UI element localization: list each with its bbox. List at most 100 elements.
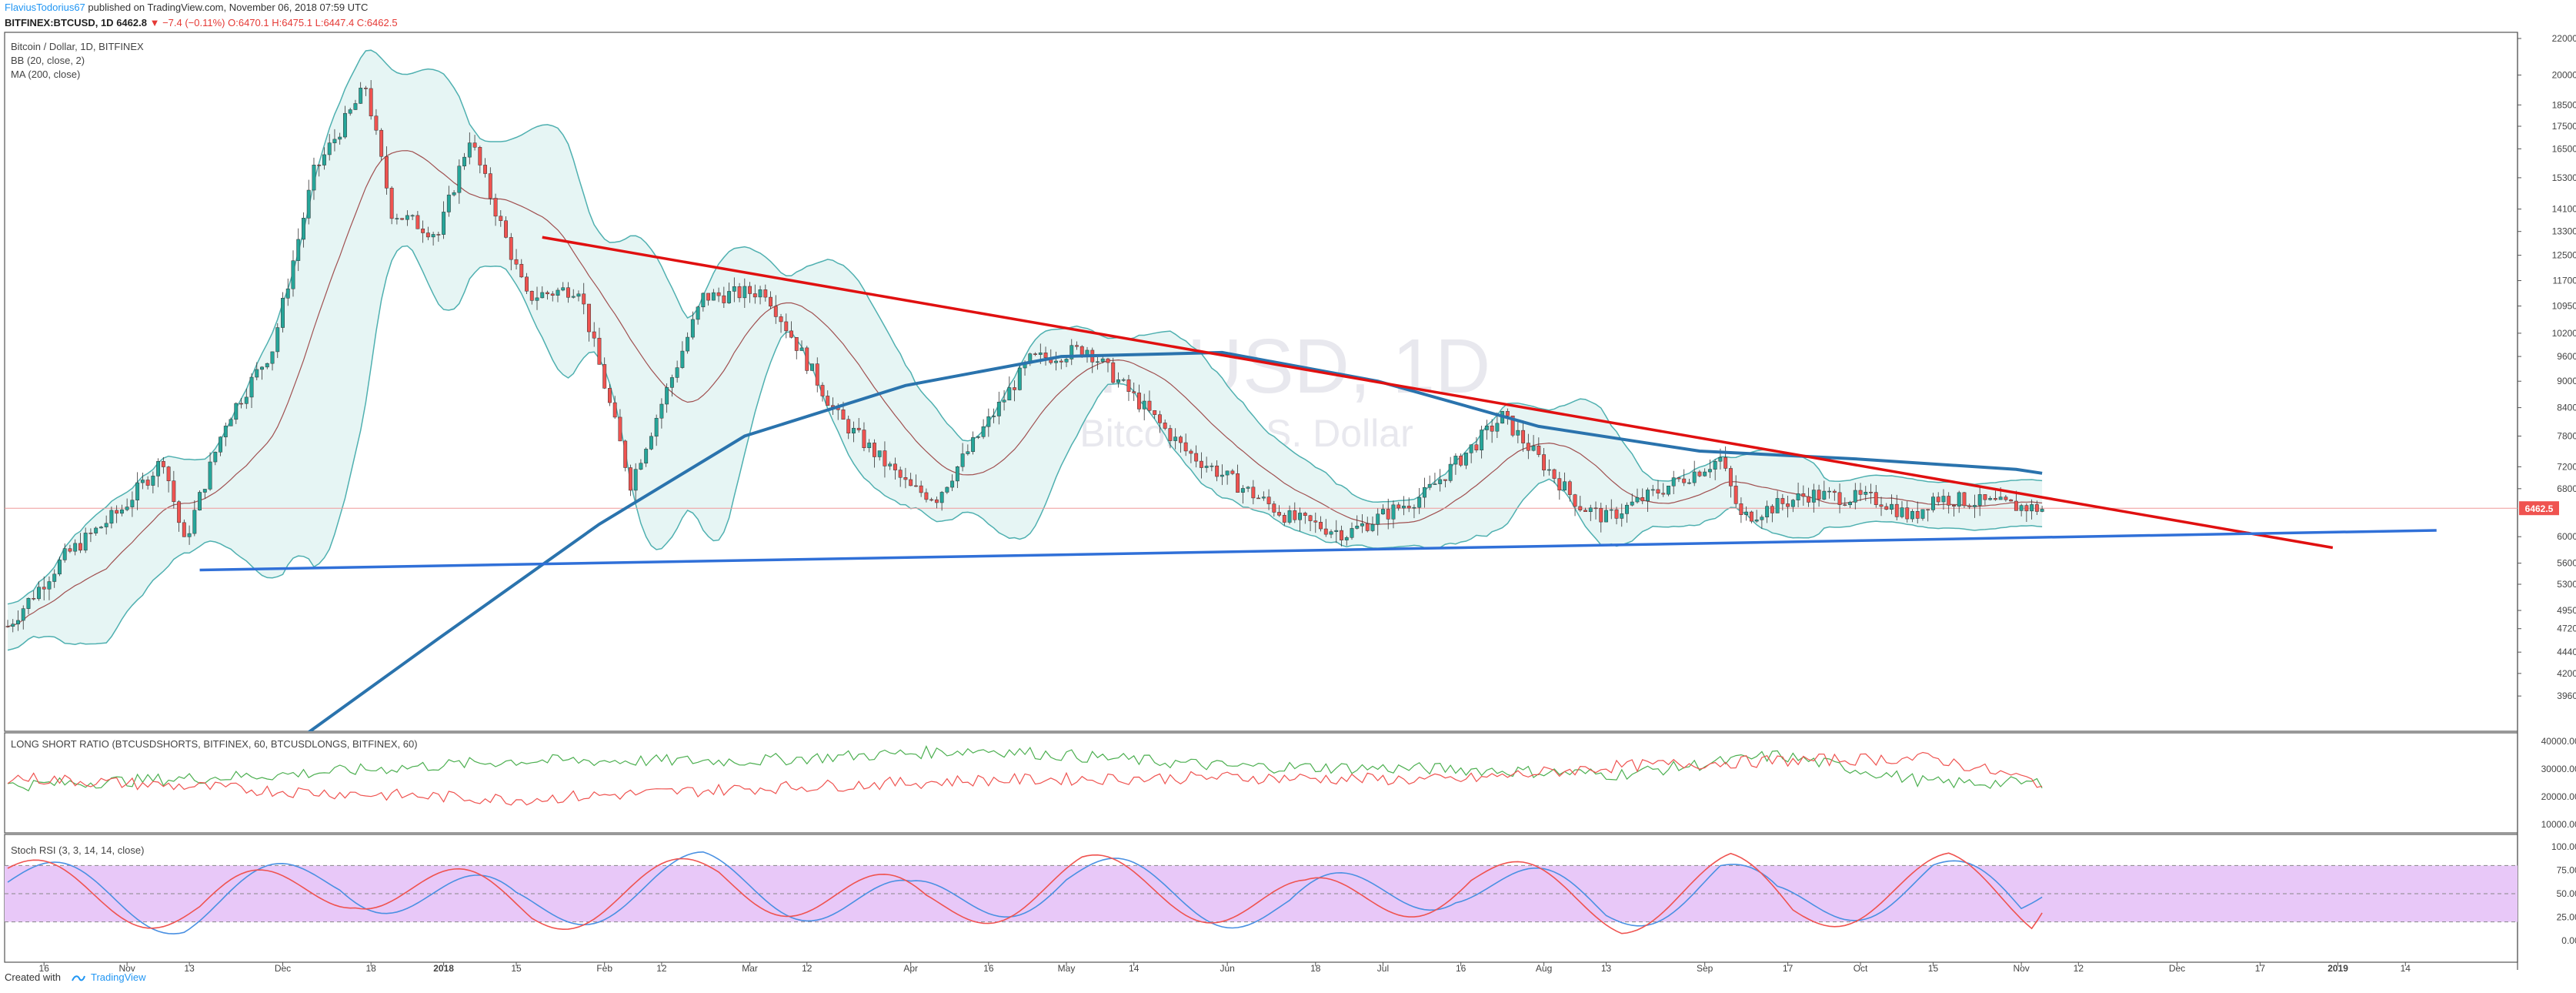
candle — [98, 527, 103, 529]
candle — [799, 347, 804, 351]
candle — [285, 288, 290, 299]
time-tick-label: 2019 — [2327, 963, 2348, 974]
candle — [1406, 506, 1411, 509]
candle — [400, 218, 405, 220]
candle — [1563, 481, 1567, 491]
candle — [1900, 507, 1904, 517]
candle — [312, 165, 316, 191]
candle — [198, 492, 202, 511]
candle — [550, 293, 555, 296]
candle — [623, 440, 628, 468]
price-tick-label: 7800.0 — [2557, 431, 2576, 442]
candle — [888, 463, 893, 466]
price-tick-label: 17500.0 — [2552, 121, 2576, 132]
candle — [1510, 416, 1515, 436]
candle — [1728, 468, 1733, 486]
candle — [1884, 506, 1889, 510]
candle — [566, 287, 570, 298]
candle — [1402, 506, 1406, 509]
candle — [353, 103, 358, 110]
candle — [1340, 530, 1343, 540]
candle — [1817, 490, 1821, 500]
candle — [1827, 490, 1832, 493]
candle — [1251, 486, 1256, 499]
candle — [2034, 504, 2039, 512]
shorts-line — [7, 751, 2043, 806]
candle — [722, 295, 726, 303]
candle — [1417, 496, 1422, 508]
candle — [1033, 353, 1037, 355]
candle — [1225, 470, 1230, 476]
candle — [94, 527, 98, 533]
bollinger-fill — [8, 50, 2043, 650]
candle — [758, 289, 762, 298]
candle — [255, 369, 259, 378]
candle — [1858, 490, 1863, 495]
symbol-name: BITFINEX:BTCUSD, 1D — [5, 17, 114, 28]
candle — [1360, 523, 1364, 527]
candle — [1017, 367, 1022, 390]
candle — [208, 461, 212, 490]
candle — [260, 366, 264, 370]
candle — [11, 624, 15, 627]
candle — [1163, 423, 1167, 429]
candle — [374, 115, 379, 131]
candle — [37, 587, 41, 600]
time-tick-label: Feb — [596, 963, 612, 974]
price-pane[interactable] — [5, 49, 2518, 766]
author-link[interactable]: FlaviusTodorius67 — [5, 2, 85, 13]
candle — [1355, 526, 1360, 529]
candle — [115, 510, 119, 514]
candle — [1157, 414, 1162, 423]
candle — [1438, 479, 1443, 484]
candle — [1988, 498, 1993, 500]
time-tick-label: 15 — [1928, 963, 1939, 974]
candle — [1069, 345, 1074, 359]
candle — [249, 376, 254, 398]
candle — [156, 461, 161, 476]
candle — [535, 297, 539, 301]
time-tick-label: 12 — [2074, 963, 2084, 974]
candle — [862, 430, 866, 448]
candle — [763, 289, 768, 298]
candle — [21, 608, 25, 621]
candle — [1822, 490, 1827, 500]
last-price-badge — [2519, 501, 2559, 516]
published-info: published on TradingView.com, November 0… — [88, 2, 369, 13]
candle — [405, 215, 409, 220]
publish-line: FlaviusTodorius67 published on TradingVi… — [5, 2, 368, 13]
candle — [431, 234, 435, 238]
candle — [1915, 511, 1920, 519]
candle — [291, 260, 295, 289]
bollinger-lower — [7, 245, 2043, 651]
candle — [1801, 493, 1806, 497]
stoch-rsi-pane[interactable] — [5, 851, 2518, 934]
candle — [1962, 492, 1967, 507]
candle — [488, 173, 492, 199]
candle — [716, 292, 721, 296]
candle — [1054, 360, 1058, 363]
candle — [1480, 430, 1484, 450]
candle — [1427, 483, 1432, 488]
long-short-pane[interactable] — [7, 744, 2043, 806]
candle — [981, 426, 986, 437]
candle — [852, 427, 856, 433]
candle — [769, 296, 772, 307]
price-tick-label: 3960.0 — [2557, 690, 2576, 701]
bollinger-upper — [7, 49, 2043, 605]
candle — [1106, 358, 1110, 363]
time-tick-label: 15 — [511, 963, 522, 974]
price-legend: Bitcoin / Dollar, 1D, BITFINEX BB (20, c… — [11, 40, 144, 82]
candle — [903, 476, 908, 480]
candle — [239, 403, 243, 405]
candle — [1230, 470, 1235, 474]
time-tick-label: Nov — [2013, 963, 2029, 974]
candle — [1287, 510, 1292, 523]
tradingview-link[interactable]: TradingView — [91, 971, 146, 983]
candle — [976, 436, 980, 438]
candle — [571, 296, 576, 298]
candle — [1298, 513, 1302, 520]
candle — [1422, 486, 1426, 498]
candle — [529, 290, 534, 301]
